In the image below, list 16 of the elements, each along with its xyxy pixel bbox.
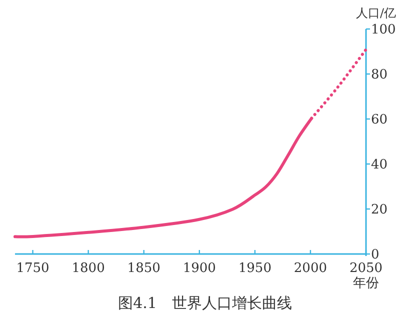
y-tick-label: 40 — [371, 158, 388, 172]
y-axis-title: 人口/亿 — [356, 6, 396, 20]
y-tick-label: 60 — [371, 112, 388, 128]
x-tick-label: 1800 — [72, 261, 105, 276]
y-tick-label: 0 — [371, 248, 380, 262]
x-tick-label: 1850 — [127, 261, 160, 276]
y-tick-label: 80 — [371, 68, 388, 82]
x-tick-label: 1900 — [182, 261, 216, 276]
text: 图4.1 世界人口增长曲线 — [118, 294, 292, 312]
x-axis-title: 年份 — [353, 276, 379, 291]
y-tick-label: 20 — [371, 202, 388, 218]
x-tick-label: 2050 — [349, 261, 383, 276]
y-tick-label: 100 — [371, 22, 396, 38]
x-tick-label: 1950 — [238, 261, 272, 276]
x-tick-label: 2000 — [294, 261, 328, 276]
x-tick-label: 1750 — [16, 261, 50, 276]
